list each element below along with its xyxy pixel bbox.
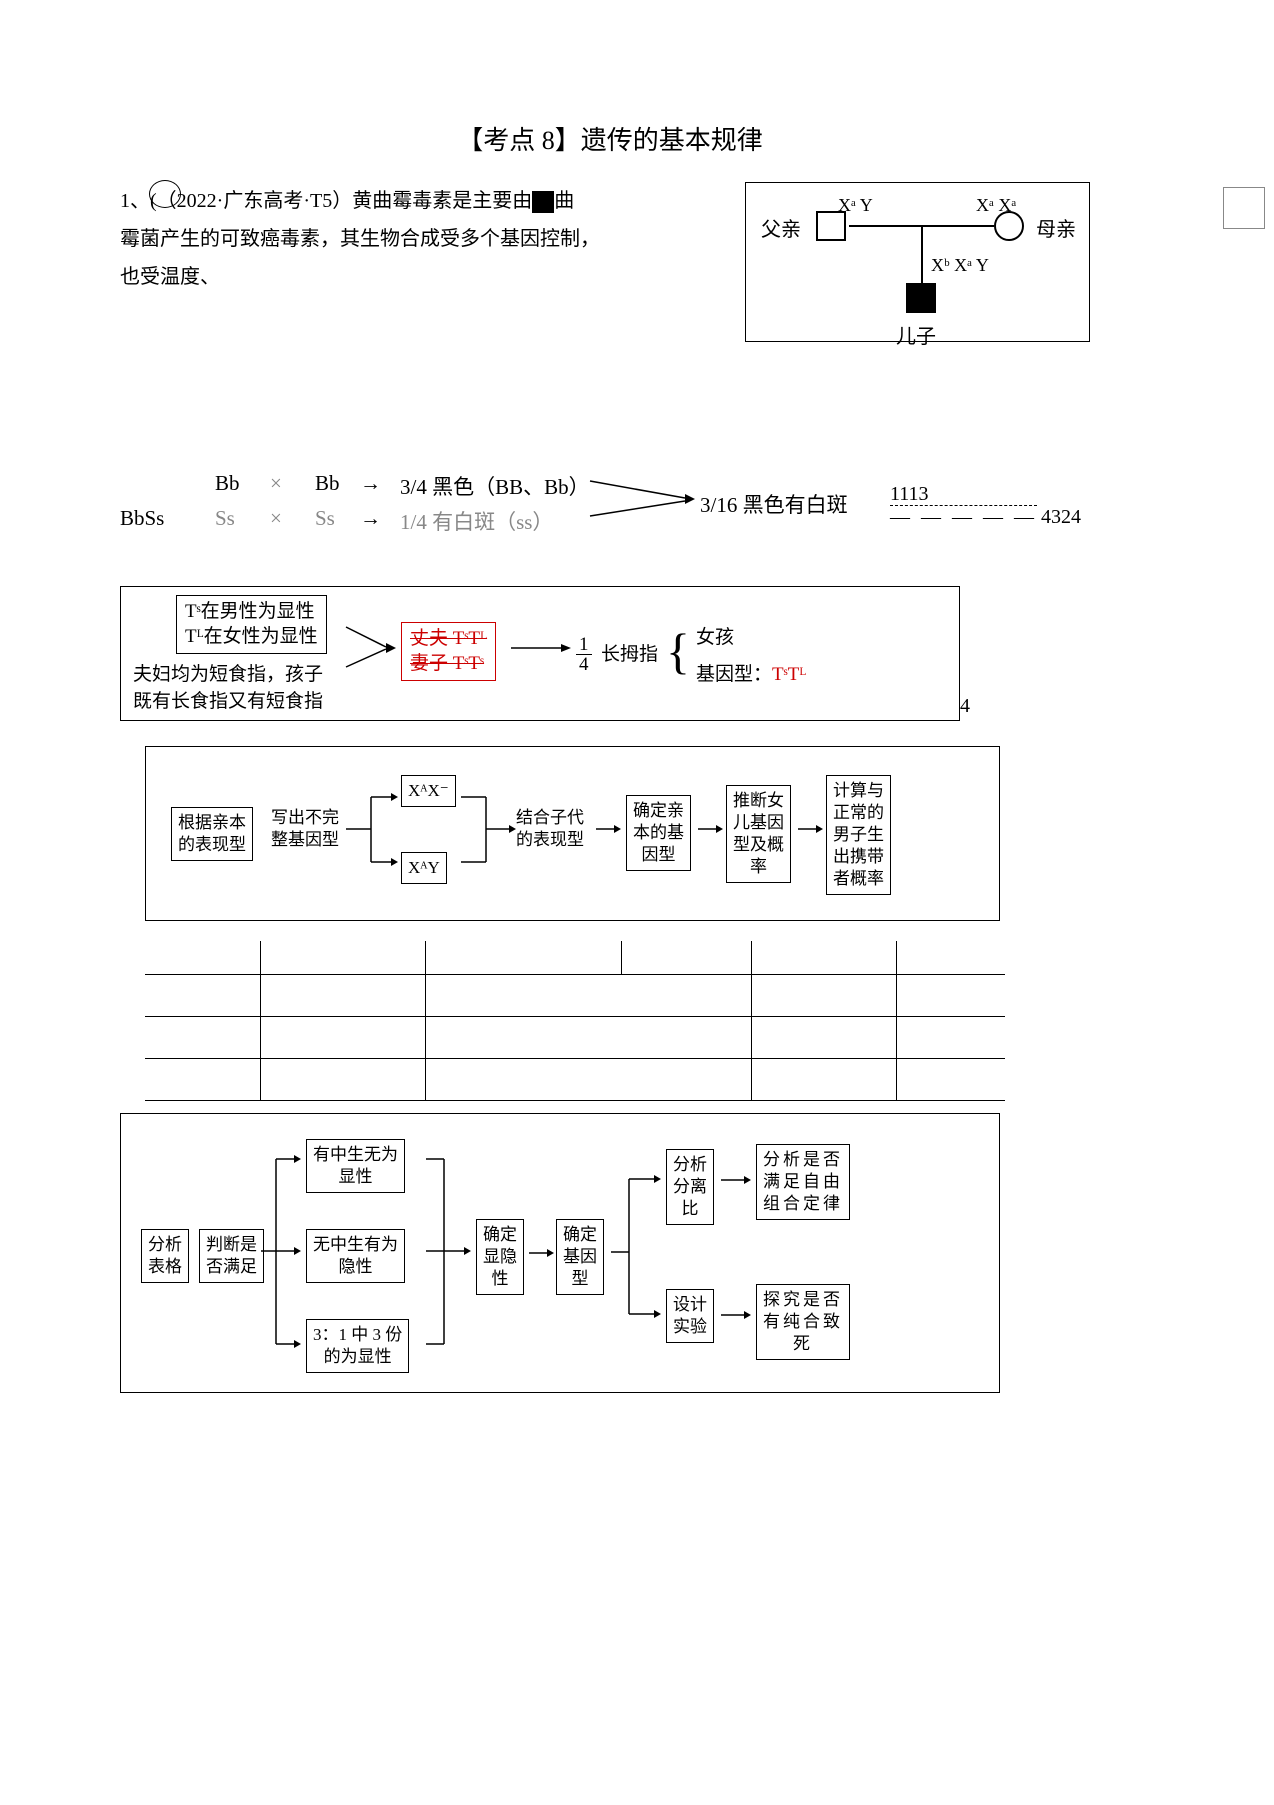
cross-arrow-2: →: [360, 506, 381, 531]
f2-box-7a: 分析是否 满足自由 组合定律: [756, 1144, 850, 1220]
son-symbol: [906, 283, 936, 313]
curly-brace-icon: {: [666, 622, 690, 680]
f2-merge-3way: [426, 1144, 471, 1359]
f2-box-5: 确定 基因 型: [556, 1219, 604, 1295]
son-label: 儿子: [896, 318, 936, 356]
flowchart-2: 分析 表格 判断是 否满足 有中生无为 显性 无中生有为 隐性 3：1 中 3 …: [120, 1113, 1000, 1393]
q1-line3: 也受温度、: [120, 258, 690, 296]
cross-result-2: 1/4 有白斑（ss）: [400, 506, 553, 536]
ts-arrow-1: [346, 627, 396, 667]
f2-box-6a: 分析 分离 比: [666, 1149, 714, 1225]
mother-symbol: [994, 211, 1024, 241]
f2-box-1: 分析 表格: [141, 1229, 189, 1283]
cross-bb-2: Bb: [315, 471, 340, 496]
cross-x-2: ×: [270, 506, 282, 531]
f1-box-5: 计算与 正常的 男子生 出携带 者概率: [826, 775, 891, 895]
f1-fork-icon: [346, 787, 396, 872]
pedigree-line-v: [921, 225, 923, 283]
side-number-4: 4: [960, 695, 970, 718]
f1-merge-icon: [461, 787, 516, 872]
cross-fraction: 1113 — — — — — 4324: [890, 483, 1081, 528]
f2-box-3a: 有中生无为 显性: [306, 1139, 405, 1193]
f1-arrow-5: [798, 823, 823, 835]
ts-premise: 夫妇均为短食指，孩子 既有长食指又有短食指: [133, 662, 323, 715]
f1-box-3: 确定亲 本的基 因型: [626, 795, 691, 871]
f2-box-4: 确定 显隐 性: [476, 1219, 524, 1295]
filled-square-icon: [532, 191, 554, 213]
f1-label-2: 结合子代 的表现型: [516, 807, 584, 851]
ts-couple-box: 丈夫 TˢTᴸ 妻子 TˢTˢ: [401, 622, 496, 681]
f1-box-2a: XᴬX⁻: [401, 775, 456, 807]
q1-source: ·广东高考·T5）黄曲霉毒素是主要由: [217, 190, 533, 212]
cross-ss-2: Ss: [315, 506, 335, 531]
father-label: 父亲: [761, 211, 801, 249]
f1-box-4: 推断女 儿基因 型及概 率: [726, 785, 791, 883]
cross-x-1: ×: [270, 471, 282, 496]
f2-box-3b: 无中生有为 隐性: [306, 1229, 405, 1283]
ts-rule-box: Tˢ在男性为显性 Tᴸ在女性为显性: [176, 595, 327, 654]
cross-bb-1: Bb: [215, 471, 240, 496]
page-title: 【考点 8】遗传的基本规律: [120, 120, 1100, 157]
f2-box-6b: 设计 实验: [666, 1289, 714, 1343]
f2-fork-2way: [611, 1164, 661, 1324]
f1-label-1: 写出不完 整基因型: [271, 807, 339, 851]
ts-child-girl: 女孩: [696, 622, 734, 649]
son-genotype: Xᵇ Xᵃ Y: [931, 248, 989, 282]
f1-box-2b: XᴬY: [401, 852, 447, 884]
ts-fraction: 14: [576, 635, 592, 674]
cross-combined: 3/16 黑色有白斑: [700, 489, 848, 519]
genetic-cross-diagram: Bb × Bb → 3/4 黑色（BB、Bb） BbSs Ss × Ss → 1…: [120, 471, 1100, 571]
f2-arrow-6b7b: [721, 1309, 751, 1321]
cross-result-1: 3/4 黑色（BB、Bb）: [400, 471, 590, 501]
f2-fork-3way: [261, 1144, 301, 1359]
f1-arrow-3: [596, 823, 621, 835]
f2-box-3c: 3：1 中 3 份 的为显性: [306, 1319, 409, 1373]
f1-arrow-4: [698, 823, 723, 835]
q1-line2: 霉菌产生的可致癌毒素，其生物合成受多个基因控制，: [120, 220, 690, 258]
ts-arrow-2: [511, 642, 571, 654]
converge-arrow-icon: [590, 476, 695, 521]
ts-child-geno: 基因型：TˢTᴸ: [696, 659, 806, 686]
cross-parent: BbSs: [120, 506, 164, 531]
father-symbol: [816, 211, 846, 241]
question-1: 1、(（2022·广东高考·T5）黄曲霉毒素是主要由曲 霉菌产生的可致癌毒素，其…: [120, 182, 1100, 296]
ts-long-thumb: 长拇指: [601, 639, 658, 666]
f1-box-1: 根据亲本 的表现型: [171, 807, 253, 861]
ts-tl-diagram: Tˢ在男性为显性 Tᴸ在女性为显性 夫妇均为短食指，孩子 既有长食指又有短食指 …: [120, 586, 960, 721]
f2-arrow-45: [529, 1247, 554, 1259]
cross-ss-1: Ss: [215, 506, 235, 531]
f2-box-2: 判断是 否满足: [199, 1229, 264, 1283]
mother-label: 母亲: [1036, 211, 1076, 249]
pedigree-diagram: Xᵃ Y Xᵃ Xᵃ 父亲 母亲 Xᵇ Xᵃ Y 儿子: [745, 182, 1090, 342]
margin-checkbox: [1223, 187, 1265, 229]
f2-box-7b: 探究是否 有纯合致 死: [756, 1284, 850, 1360]
empty-table: [145, 941, 1005, 1101]
q1-year-circled: （20: [157, 182, 197, 220]
cross-arrow-1: →: [360, 471, 381, 496]
flowchart-1: 根据亲本 的表现型 写出不完 整基因型 XᴬX⁻ XᴬY 结合子代 的表现型 确…: [145, 746, 1000, 921]
f2-arrow-6a7a: [721, 1174, 751, 1186]
